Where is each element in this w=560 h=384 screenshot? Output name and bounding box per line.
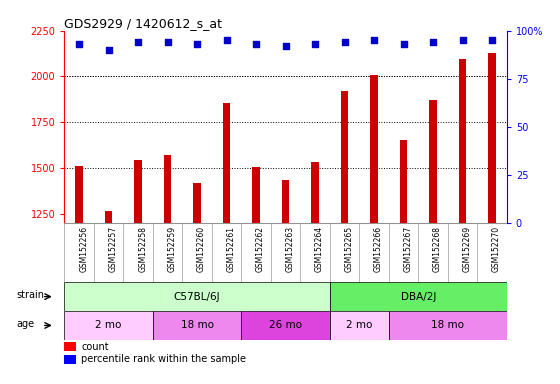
Text: strain: strain (16, 290, 44, 300)
Point (458, 37, 467, 43)
Text: 18 mo: 18 mo (181, 320, 213, 331)
Text: GSM152257: GSM152257 (109, 226, 118, 272)
Bar (488, 53, 496, 223)
Point (281, 43, 290, 49)
Bar (253, 167, 260, 223)
Point (104, 47, 113, 53)
Point (340, 39, 349, 45)
Text: GSM152269: GSM152269 (463, 226, 472, 272)
Bar (389, 311, 507, 340)
Text: GSM152264: GSM152264 (315, 226, 324, 272)
Text: C57BL/6J: C57BL/6J (174, 291, 221, 302)
Bar (64, 311, 153, 340)
Bar (459, 59, 466, 223)
Bar (64, 355, 76, 364)
Text: GSM152267: GSM152267 (404, 226, 413, 272)
Bar (400, 141, 407, 223)
Point (74, 41, 83, 47)
Bar (311, 162, 319, 223)
Text: 26 mo: 26 mo (269, 320, 302, 331)
Point (163, 39, 172, 45)
Text: GDS2929 / 1420612_s_at: GDS2929 / 1420612_s_at (64, 17, 222, 30)
Point (193, 41, 202, 47)
Bar (241, 311, 330, 340)
Bar (330, 311, 389, 340)
Bar (370, 74, 378, 223)
Bar (76, 166, 83, 223)
Bar (134, 160, 142, 223)
Text: GSM152266: GSM152266 (374, 226, 383, 272)
Point (134, 39, 143, 45)
Point (311, 41, 320, 47)
Bar (193, 184, 201, 223)
Text: age: age (16, 319, 34, 329)
Text: GSM152268: GSM152268 (433, 226, 442, 272)
Text: 18 mo: 18 mo (431, 320, 464, 331)
Bar (64, 282, 330, 311)
Text: GSM152263: GSM152263 (286, 226, 295, 272)
Text: DBA/2J: DBA/2J (400, 291, 436, 302)
Point (399, 41, 408, 47)
Text: 2 mo: 2 mo (95, 320, 122, 331)
Bar (330, 282, 507, 311)
Point (251, 41, 260, 47)
Bar (105, 211, 113, 223)
Text: GSM152259: GSM152259 (167, 226, 176, 272)
Point (488, 37, 497, 43)
Text: GSM152256: GSM152256 (79, 226, 88, 272)
Bar (282, 180, 290, 223)
Text: GSM152270: GSM152270 (492, 226, 501, 272)
Bar (153, 311, 241, 340)
Bar (64, 343, 76, 351)
Text: GSM152261: GSM152261 (227, 226, 236, 272)
Text: GSM152260: GSM152260 (197, 226, 206, 272)
Text: 2 mo: 2 mo (346, 320, 372, 331)
Text: count: count (81, 342, 109, 352)
Point (428, 39, 437, 45)
Bar (341, 91, 348, 223)
Text: percentile rank within the sample: percentile rank within the sample (81, 354, 246, 364)
Bar (430, 100, 437, 223)
Point (222, 37, 231, 43)
Point (370, 37, 379, 43)
Text: GSM152258: GSM152258 (138, 226, 147, 272)
Bar (223, 103, 230, 223)
Text: GSM152262: GSM152262 (256, 226, 265, 272)
Text: GSM152265: GSM152265 (344, 226, 353, 272)
Bar (164, 155, 171, 223)
